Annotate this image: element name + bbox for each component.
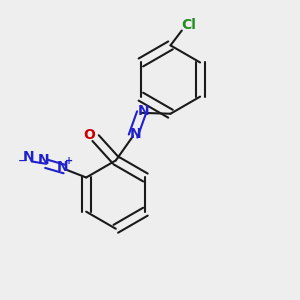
Text: N: N xyxy=(57,160,68,174)
Text: N: N xyxy=(130,127,141,141)
Text: N: N xyxy=(23,150,34,164)
Text: −: − xyxy=(18,156,27,166)
Text: N: N xyxy=(138,104,150,118)
Text: O: O xyxy=(84,128,96,142)
Text: +: + xyxy=(65,156,73,167)
Text: Cl: Cl xyxy=(181,18,196,32)
Text: N: N xyxy=(38,153,50,167)
